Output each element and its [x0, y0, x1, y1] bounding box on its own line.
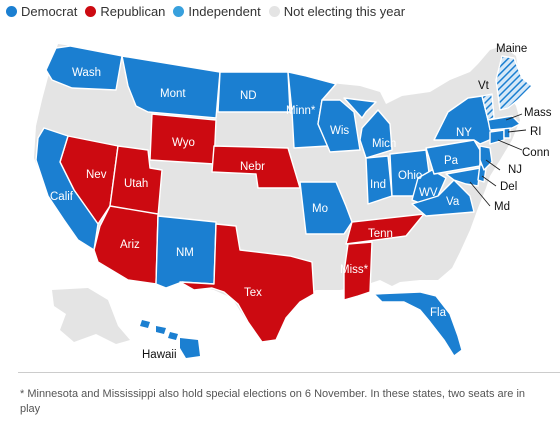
label-wisconsin: Wis — [330, 125, 349, 137]
label-montana: Mont — [160, 88, 186, 100]
legend-label: Republican — [100, 4, 166, 19]
state-mississippi[interactable] — [343, 241, 373, 301]
legend-swatch-independent — [173, 6, 185, 17]
label-florida: Fla — [430, 307, 447, 319]
state-new-jersey[interactable] — [479, 145, 493, 171]
state-hawaii[interactable] — [140, 320, 200, 358]
state-michigan[interactable] — [343, 97, 393, 159]
label-new-mexico: NM — [176, 247, 194, 259]
label-delaware: Del — [500, 181, 517, 193]
label-missouri: Mo — [312, 203, 328, 215]
label-nebraska: Nebr — [240, 161, 265, 173]
legend-label: Independent — [188, 4, 261, 19]
legend: Democrat Republican Independent Not elec… — [6, 4, 413, 19]
label-maryland: Md — [494, 201, 510, 213]
label-new-jersey: NJ — [508, 164, 522, 176]
label-north-dakota: ND — [240, 90, 257, 102]
leader-lines — [469, 113, 527, 207]
legend-item-republican: Republican — [85, 4, 165, 19]
state-connecticut[interactable] — [489, 129, 505, 145]
label-connecticut: Conn — [522, 147, 550, 159]
state-maine[interactable] — [495, 55, 533, 111]
state-north-dakota[interactable] — [217, 71, 291, 113]
state-massachusetts[interactable] — [487, 115, 521, 131]
state-texas[interactable] — [179, 223, 315, 343]
state-florida[interactable] — [373, 291, 463, 357]
legend-swatch-democrat — [6, 6, 17, 17]
us-senate-map: Wash Mont ND Minn* Wis Mich NY Maine Vt … — [34, 43, 552, 361]
label-minnesota: Minn* — [286, 105, 316, 117]
state-california[interactable] — [35, 127, 99, 251]
label-virginia: Va — [446, 196, 460, 208]
label-california: Calif — [50, 191, 74, 203]
label-new-york: NY — [456, 127, 472, 139]
label-mississippi: Miss* — [340, 264, 369, 276]
label-nevada: Nev — [86, 169, 107, 181]
state-wisconsin[interactable] — [317, 99, 361, 153]
state-nebraska[interactable] — [211, 145, 301, 189]
state-vermont[interactable] — [481, 93, 495, 121]
legend-item-not-electing: Not electing this year — [268, 4, 406, 19]
legend-swatch-republican — [85, 6, 97, 17]
label-vermont: Vt — [478, 80, 490, 92]
label-ohio: Ohio — [398, 170, 422, 182]
label-washington: Wash — [72, 67, 101, 79]
state-alaska[interactable] — [52, 288, 130, 344]
footnote: * Minnesota and Mississippi also hold sp… — [20, 388, 526, 415]
state-washington[interactable] — [45, 45, 123, 91]
state-tennessee[interactable] — [345, 213, 425, 245]
label-indiana: Ind — [370, 179, 386, 191]
label-pennsylvania: Pa — [444, 155, 459, 167]
label-maine: Maine — [496, 43, 527, 55]
label-arizona: Ariz — [120, 239, 140, 251]
label-texas: Tex — [244, 287, 262, 299]
label-rhode-island: RI — [530, 126, 542, 138]
legend-swatch-not-electing — [268, 6, 280, 17]
legend-label: Democrat — [21, 4, 78, 19]
label-wyoming: Wyo — [172, 137, 195, 149]
state-rhode-island[interactable] — [503, 127, 511, 139]
label-hawaii: Hawaii — [142, 349, 177, 361]
state-virginia[interactable] — [411, 179, 475, 217]
label-tennessee: Tenn — [368, 228, 393, 240]
label-utah: Utah — [124, 178, 148, 190]
footnote-divider — [18, 372, 560, 373]
legend-item-independent: Independent — [173, 4, 261, 19]
label-massachusetts: Mass — [524, 107, 552, 119]
label-west-virginia: WV — [419, 187, 438, 199]
legend-label: Not electing this year — [283, 4, 406, 19]
label-michigan: Mich — [372, 138, 396, 150]
legend-item-democrat: Democrat — [6, 4, 77, 19]
